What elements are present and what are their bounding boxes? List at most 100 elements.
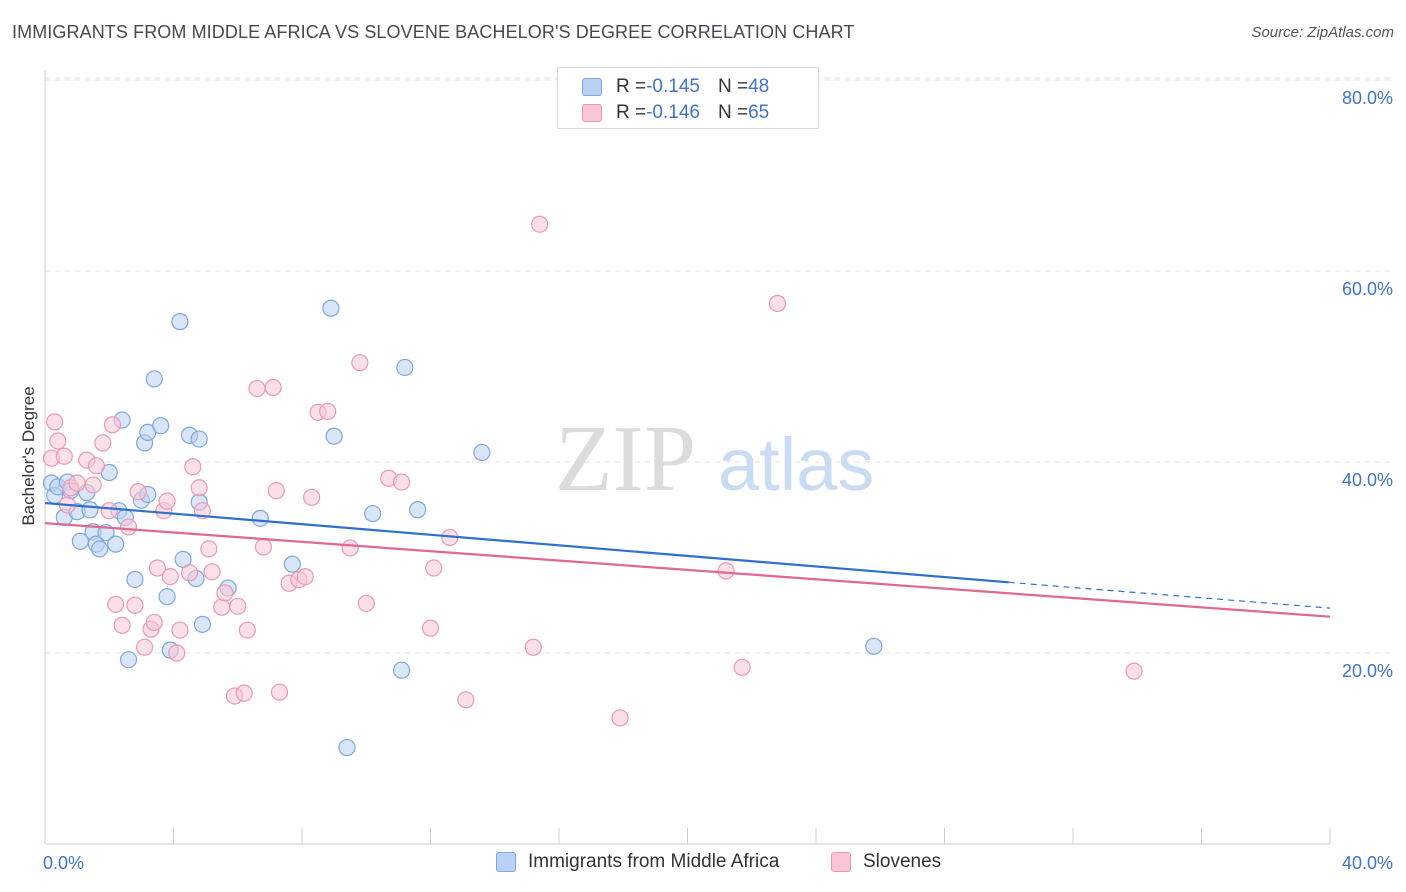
n-value: 65 — [748, 102, 770, 123]
slovenes-point — [611, 709, 629, 727]
slovenes-point — [254, 538, 273, 556]
slovenes-point — [248, 379, 266, 398]
pink-swatch — [831, 852, 851, 872]
watermark: ZIP atlas — [555, 407, 874, 511]
slovenes-point — [267, 482, 285, 500]
slovenes-point — [87, 457, 106, 475]
immigrants-point — [283, 555, 301, 573]
immigrants-point — [396, 358, 414, 377]
slovenes-point — [303, 488, 321, 506]
immigrants-point — [409, 501, 427, 519]
slovenes-point — [264, 378, 282, 397]
slovenes-point — [113, 616, 131, 634]
slovenes-point — [107, 595, 125, 613]
immigrants-point — [865, 637, 883, 655]
slovenes-point — [524, 638, 542, 656]
slovenes-point — [1125, 662, 1143, 680]
immigrants-point — [91, 540, 109, 558]
slovenes-point — [270, 683, 289, 701]
immigrants-point — [81, 501, 99, 519]
slovenes-point — [180, 564, 199, 582]
stats-legend-row-pink: R = -0.146 N = 65 — [582, 101, 769, 125]
immigrants-point — [392, 661, 411, 679]
immigrants-point — [193, 615, 212, 633]
legend-label: Slovenes — [863, 851, 942, 872]
series-legend: Immigrants from Middle Africa Slovenes — [0, 851, 1406, 877]
stats-legend-row-blue: R = -0.145 N = 48 — [582, 75, 769, 99]
slovenes-point — [158, 492, 176, 510]
immigrants-point — [325, 427, 343, 445]
slovenes-point — [161, 567, 179, 586]
slovenes-point — [768, 294, 787, 313]
slovenes-point — [168, 644, 186, 662]
immigrants-point — [119, 651, 138, 669]
n-label: N = — [717, 102, 749, 123]
slovenes-point — [126, 596, 144, 614]
r-label: R = — [616, 102, 647, 123]
immigrants-point — [473, 443, 491, 462]
slovenes-point — [457, 691, 475, 709]
r-label: R = — [616, 76, 647, 97]
slovenes-point — [357, 594, 375, 612]
legend-label: Immigrants from Middle Africa — [528, 851, 780, 872]
immigrants-point — [126, 570, 144, 589]
slovenes-point — [100, 502, 118, 520]
slovenes-point — [421, 619, 440, 637]
pink-swatch — [582, 104, 602, 122]
series-slovenes-points — [42, 215, 1143, 727]
x-tick-label-max: 40.0% — [1342, 853, 1393, 873]
legend-item-slovenes[interactable]: Slovenes — [831, 851, 941, 873]
slovenes-point — [148, 559, 167, 577]
immigrants-trend-line — [44, 501, 1009, 584]
slovenes-point — [238, 621, 256, 639]
slovenes-point — [46, 413, 64, 431]
chart-title: IMMIGRANTS FROM MIDDLE AFRICA VS SLOVENE… — [12, 22, 855, 42]
y-tick-label: 40.0% — [1342, 470, 1393, 490]
trend-lines — [44, 501, 1331, 618]
immigrants-point — [251, 509, 269, 527]
slovenes-point — [171, 621, 189, 639]
blue-swatch — [582, 78, 602, 96]
immigrants-point — [158, 588, 176, 606]
tick-labels: 20.0% 40.0% 60.0% 80.0% 0.0% 40.0% — [43, 88, 1393, 873]
n-label: N = — [717, 76, 749, 97]
slovenes-point — [531, 215, 549, 233]
slovenes-point — [235, 684, 253, 702]
immigrants-point — [145, 370, 163, 388]
y-tick-label: 60.0% — [1342, 279, 1393, 299]
immigrants-point — [171, 313, 189, 331]
legend-item-immigrants[interactable]: Immigrants from Middle Africa — [496, 851, 779, 873]
r-value: -0.145 — [646, 76, 700, 97]
slovenes-point — [190, 479, 208, 497]
slovenes-point — [200, 540, 218, 558]
blue-swatch — [496, 852, 516, 872]
slovenes-point — [103, 416, 122, 434]
immigrants-point — [364, 504, 382, 523]
y-axis-label: Bachelor's Degree — [19, 386, 38, 525]
slovenes-point — [717, 562, 735, 580]
series-immigrants-points — [42, 299, 883, 757]
immigrants-point — [107, 535, 125, 553]
slovenes-point — [733, 658, 751, 676]
slovenes-point — [319, 402, 337, 420]
stats-legend: R = -0.145 N = 48 R = -0.146 N = 65 — [557, 67, 819, 129]
slovenes-point — [392, 473, 411, 491]
n-value: 48 — [748, 76, 770, 97]
slovenes-point — [135, 638, 154, 656]
slovenes-point — [145, 613, 163, 632]
slovenes-point — [184, 458, 202, 476]
slovenes-point — [84, 476, 102, 494]
slovenes-point — [213, 598, 231, 616]
slovenes-trend-line — [44, 522, 1331, 618]
immigrants-point — [322, 299, 340, 317]
slovenes-point — [55, 447, 73, 465]
watermark-zip: ZIP — [555, 407, 696, 511]
slovenes-point — [94, 434, 112, 452]
slovenes-point — [341, 539, 359, 557]
y-tick-label: 80.0% — [1342, 88, 1393, 108]
slovenes-point — [119, 518, 138, 536]
y-tick-label: 20.0% — [1342, 661, 1393, 681]
slovenes-point — [68, 474, 86, 492]
immigrants-point — [190, 430, 208, 448]
